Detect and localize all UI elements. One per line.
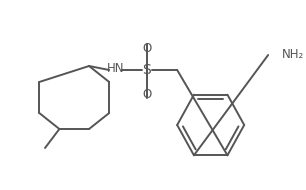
Text: NH₂: NH₂	[282, 48, 304, 62]
Text: HN: HN	[107, 63, 125, 75]
Text: O: O	[142, 88, 151, 101]
Text: O: O	[142, 41, 151, 55]
Text: S: S	[142, 63, 151, 77]
